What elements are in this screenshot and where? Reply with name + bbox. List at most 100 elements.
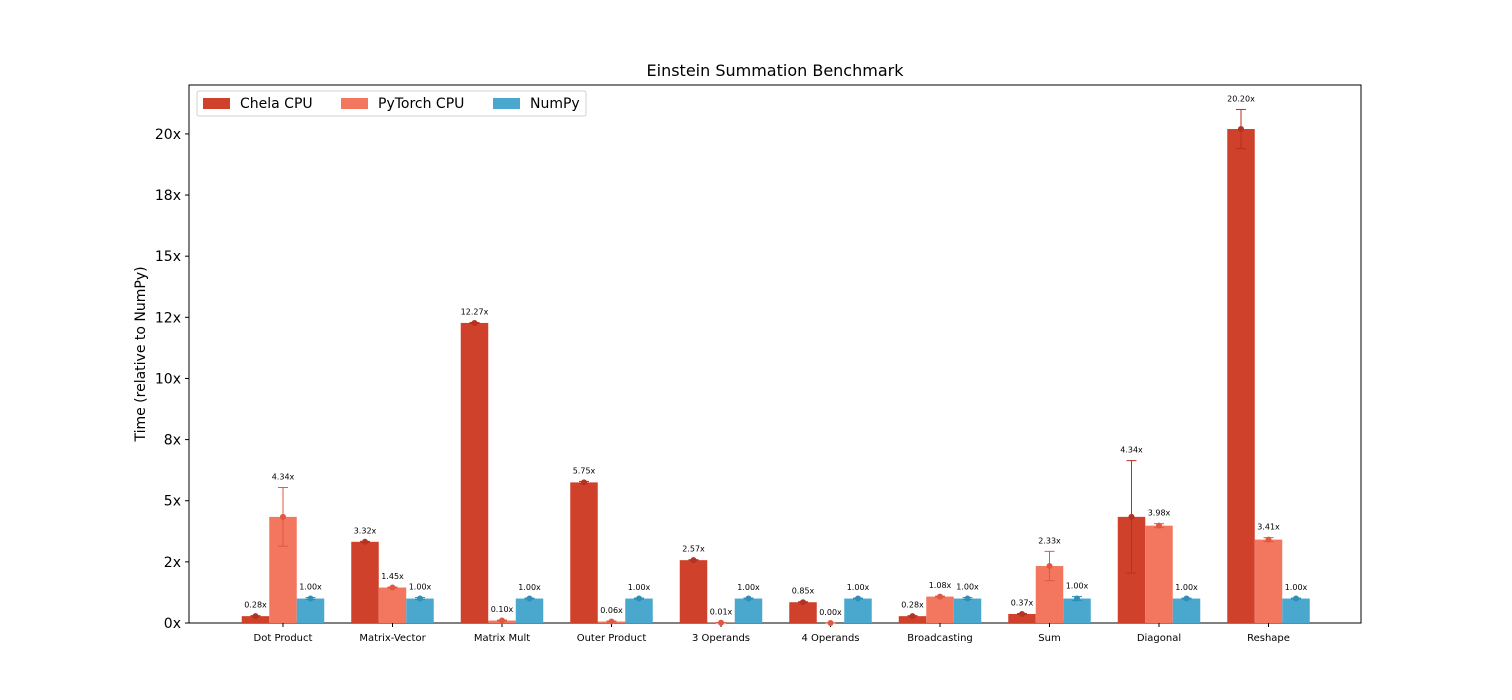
bar bbox=[296, 598, 325, 623]
data-label: 1.00x bbox=[737, 583, 760, 592]
error-marker bbox=[964, 595, 971, 602]
data-label: 4.34x bbox=[272, 473, 295, 482]
x-tick-label: Outer Product bbox=[577, 633, 647, 644]
error-marker bbox=[581, 479, 587, 486]
error-marker bbox=[855, 595, 861, 602]
data-label: 1.00x bbox=[1285, 583, 1308, 592]
bar bbox=[406, 598, 434, 623]
error-marker bbox=[526, 595, 533, 602]
legend-swatch bbox=[341, 98, 368, 109]
data-label: 1.00x bbox=[409, 583, 432, 592]
bar bbox=[844, 598, 872, 623]
bar bbox=[1254, 539, 1283, 623]
data-label: 0.00x bbox=[819, 608, 842, 617]
error-marker bbox=[1183, 595, 1190, 602]
bar bbox=[1145, 525, 1173, 623]
x-tick-label: Sum bbox=[1038, 633, 1060, 644]
error-marker bbox=[608, 618, 615, 625]
bar bbox=[734, 598, 763, 623]
data-label: 0.10x bbox=[491, 605, 514, 614]
error-marker bbox=[1156, 522, 1162, 529]
error-marker bbox=[307, 595, 314, 602]
error-marker bbox=[471, 319, 478, 326]
data-label: 0.01x bbox=[710, 608, 733, 617]
data-label: 12.27x bbox=[461, 307, 489, 316]
data-label: 3.98x bbox=[1148, 509, 1171, 518]
data-label: 5.75x bbox=[573, 466, 596, 475]
error-marker bbox=[499, 617, 505, 624]
bar bbox=[898, 616, 927, 623]
data-label: 0.37x bbox=[1011, 598, 1034, 607]
error-marker bbox=[1074, 595, 1080, 602]
x-tick-label: 3 Operands bbox=[692, 633, 750, 644]
bar bbox=[679, 560, 708, 623]
x-tick-label: 4 Operands bbox=[801, 633, 859, 644]
data-label: 1.00x bbox=[628, 583, 651, 592]
bar bbox=[1063, 598, 1091, 623]
legend-swatch bbox=[203, 98, 230, 109]
bar bbox=[241, 616, 270, 623]
error-marker bbox=[1128, 513, 1135, 520]
error-marker bbox=[1019, 610, 1025, 617]
data-label: 1.08x bbox=[929, 581, 952, 590]
legend-box bbox=[196, 90, 587, 117]
x-tick-label: Matrix Mult bbox=[474, 633, 530, 644]
data-label: 0.06x bbox=[600, 606, 623, 615]
data-label: 3.41x bbox=[1257, 523, 1280, 532]
data-label: 1.00x bbox=[956, 583, 979, 592]
data-label: 1.45x bbox=[381, 572, 404, 581]
error-marker bbox=[909, 613, 916, 620]
bar bbox=[625, 598, 653, 623]
bar bbox=[926, 596, 954, 623]
legend-swatch bbox=[493, 98, 520, 109]
error-marker bbox=[1238, 126, 1244, 133]
data-label: 0.85x bbox=[792, 587, 815, 596]
axes-frame bbox=[188, 84, 1362, 624]
x-tick-label: Matrix-Vector bbox=[359, 633, 426, 644]
chart-title: Einstein Summation Benchmark bbox=[647, 61, 905, 80]
error-marker bbox=[252, 613, 259, 620]
data-label: 2.57x bbox=[682, 545, 705, 554]
error-marker bbox=[362, 538, 368, 545]
x-tick-label: Diagonal bbox=[1137, 633, 1181, 644]
data-label: 4.34x bbox=[1120, 446, 1143, 455]
x-tick-label: Dot Product bbox=[254, 633, 313, 644]
legend-label: PyTorch CPU bbox=[378, 96, 464, 112]
error-marker bbox=[937, 593, 943, 600]
error-marker bbox=[389, 584, 396, 591]
plot-area: 0x 2x 5x 8x 10x 12x 15x 18x 20x Dot Product 0.28x 4… bbox=[155, 84, 1362, 644]
bar bbox=[1227, 129, 1255, 623]
error-marker bbox=[1293, 595, 1299, 602]
y-tick-label: 15x bbox=[155, 249, 181, 265]
error-marker bbox=[800, 599, 806, 606]
bar bbox=[378, 587, 407, 623]
data-label: 1.00x bbox=[1175, 583, 1198, 592]
data-label: 20.20x bbox=[1227, 94, 1255, 103]
bar bbox=[789, 602, 817, 623]
legend-label: Chela CPU bbox=[240, 96, 313, 112]
data-label: 2.33x bbox=[1038, 536, 1061, 545]
error-marker bbox=[417, 595, 423, 602]
y-tick-label: 0x bbox=[164, 616, 181, 632]
data-label: 0.28x bbox=[244, 601, 267, 610]
bar bbox=[953, 598, 982, 623]
legend-label: NumPy bbox=[530, 96, 580, 112]
bar bbox=[1282, 598, 1310, 623]
error-marker bbox=[718, 619, 724, 626]
data-label: 1.00x bbox=[1066, 582, 1089, 591]
data-label: 3.32x bbox=[354, 526, 377, 535]
bar bbox=[570, 482, 598, 623]
bar bbox=[1172, 598, 1201, 623]
data-label: 0.28x bbox=[901, 601, 924, 610]
y-tick-label: 8x bbox=[164, 433, 181, 449]
x-tick-label: Reshape bbox=[1247, 633, 1290, 644]
y-tick-label: 12x bbox=[155, 310, 181, 326]
error-marker bbox=[690, 557, 697, 564]
y-tick-label: 2x bbox=[164, 555, 181, 571]
error-marker bbox=[827, 620, 834, 626]
error-marker bbox=[1265, 536, 1272, 543]
bar bbox=[1008, 613, 1036, 623]
data-label: 1.00x bbox=[299, 583, 322, 592]
error-marker bbox=[745, 595, 752, 602]
